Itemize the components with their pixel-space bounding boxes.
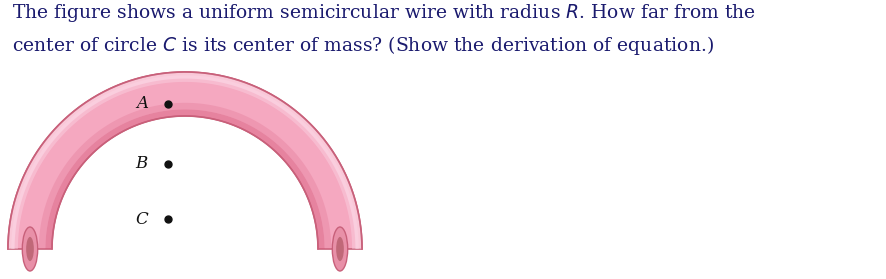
Ellipse shape [27,237,34,261]
Ellipse shape [22,227,38,271]
Polygon shape [45,109,324,249]
Text: C: C [136,210,148,227]
Text: A: A [136,95,148,112]
Ellipse shape [332,227,347,271]
Polygon shape [39,103,331,249]
Text: B: B [136,155,148,172]
Polygon shape [8,72,362,249]
Text: center of circle $\it{C}$ is its center of mass? (Show the derivation of equatio: center of circle $\it{C}$ is its center … [12,34,714,57]
Text: The figure shows a uniform semicircular wire with radius $\it{R}$. How far from : The figure shows a uniform semicircular … [12,2,756,24]
Ellipse shape [336,237,344,261]
Polygon shape [12,75,359,249]
Polygon shape [8,72,362,249]
